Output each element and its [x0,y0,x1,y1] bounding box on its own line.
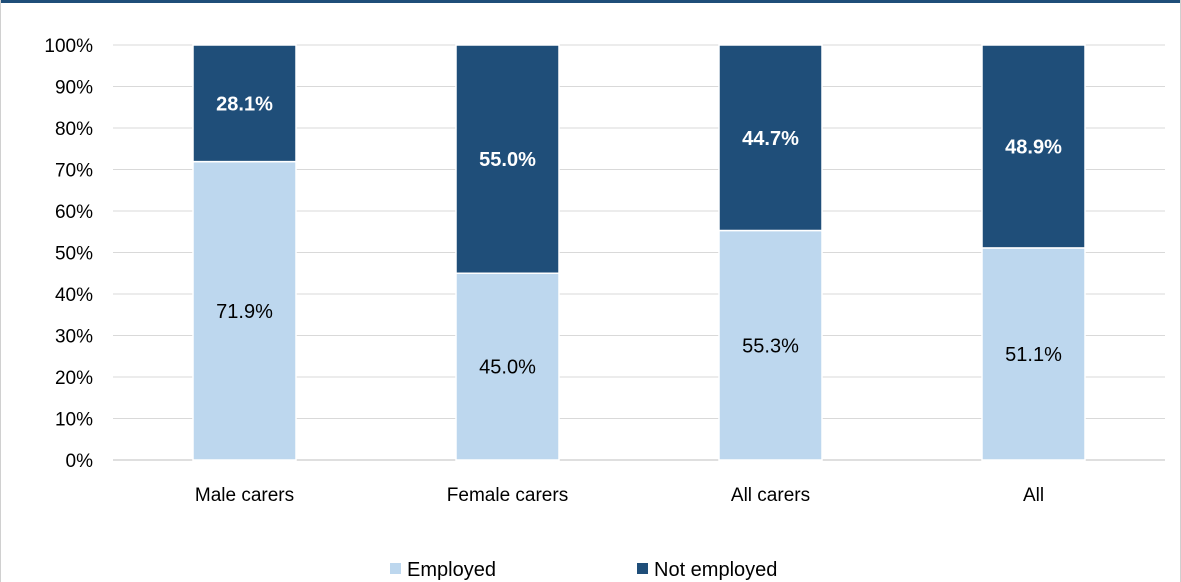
x-category-label: All [1023,485,1044,506]
y-tick-label: 60% [55,202,93,223]
y-tick-label: 20% [55,368,93,389]
legend: Employed Not employed [390,559,777,581]
data-label: 55.0% [479,149,536,171]
bar-segment-employed [192,160,297,461]
bar-segment-employed [981,247,1086,461]
bar-segment-not-employed [455,44,560,274]
legend-swatch [637,563,648,574]
y-axis-ticks: 0% 10% 20% 30% 40% 50% 60% 70% 80% 90% 100% [44,36,93,472]
x-category-label: Male carers [195,485,294,506]
legend-swatch [390,563,401,574]
y-tick-label: 80% [55,119,93,140]
data-label: 48.9% [1005,136,1062,158]
data-label: 44.7% [742,128,799,150]
left-border [0,0,1,582]
data-labels: 71.9% 28.1% 45.0% 55.0% 55.3% 44.7% 51.1% 48.9% [216,93,1062,378]
x-category-label: Female carers [447,485,568,506]
bar-segment-employed [718,229,823,461]
y-tick-label: 100% [44,36,93,57]
x-axis-categories: Male carers Female carers All carers All [195,485,1044,506]
bar-segment-not-employed [718,44,823,232]
data-label: 71.9% [216,301,273,323]
y-tick-label: 0% [66,451,94,472]
data-label: 45.0% [479,357,536,379]
legend-label: Employed [407,559,496,581]
bar-segment-not-employed [981,44,1086,249]
legend-label: Not employed [654,559,777,581]
y-tick-label: 10% [55,410,93,431]
bars [192,44,1086,461]
bar-segment-not-employed [192,44,297,163]
data-label: 28.1% [216,93,273,115]
data-label: 55.3% [742,335,799,357]
y-tick-label: 50% [55,244,93,265]
y-tick-label: 90% [55,78,93,99]
y-tick-label: 70% [55,161,93,182]
data-label: 51.1% [1005,344,1062,366]
top-border [0,0,1181,3]
y-tick-label: 30% [55,327,93,348]
x-category-label: All carers [731,485,810,506]
y-tick-label: 40% [55,285,93,306]
